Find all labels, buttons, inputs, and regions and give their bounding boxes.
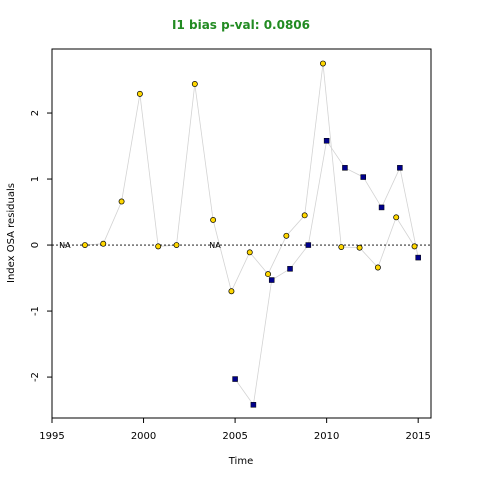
series-2-point	[232, 376, 238, 382]
series-2-point	[250, 402, 257, 408]
y-tick-label: 2	[30, 110, 41, 116]
connector-lines	[84, 63, 419, 406]
y-tick-label: -2	[30, 372, 41, 382]
series-1-point	[283, 232, 290, 239]
y-axis: -2 -1 0 1 2	[30, 110, 52, 382]
x-tick-label: 1995	[39, 431, 64, 442]
series-1-point	[100, 240, 107, 247]
x-tick-label: 2000	[131, 431, 156, 442]
series-1-point	[155, 243, 162, 250]
series-1-point	[228, 288, 235, 295]
series-1-point	[173, 242, 180, 249]
series-1-point	[374, 264, 381, 271]
series-1-point	[356, 244, 363, 251]
series-1-point	[338, 244, 345, 250]
series-1-point	[265, 271, 271, 278]
na-annotations: NA NA	[59, 241, 221, 250]
series-1-point	[210, 217, 217, 223]
series-1-point	[136, 90, 143, 97]
chart-title: I1 bias p-val: 0.0806	[172, 18, 310, 32]
y-axis-label: Index OSA residuals	[6, 183, 17, 283]
series-1-point	[82, 242, 88, 249]
series-1-point	[393, 214, 400, 221]
x-tick-label: 2010	[314, 431, 339, 442]
series-1-point	[118, 198, 125, 205]
series-1-point	[320, 60, 326, 67]
x-axis: 1995 2000 2005 2010 2015	[39, 418, 431, 442]
series-2-point	[415, 254, 421, 261]
x-tick-label: 2005	[222, 431, 247, 442]
x-tick-label: 2015	[405, 431, 430, 442]
series-1-point	[301, 212, 308, 219]
y-tick-label: 1	[30, 176, 41, 182]
data-markers	[82, 60, 421, 408]
na-label: NA	[209, 241, 221, 250]
series-2-point	[287, 266, 293, 272]
series-2-point	[378, 204, 385, 211]
series-2-point	[342, 165, 348, 171]
series-1-point	[411, 243, 418, 250]
series-2-point	[268, 277, 275, 283]
na-label: NA	[59, 241, 71, 250]
series-2-point	[305, 242, 312, 248]
series-2-point	[360, 174, 367, 180]
series-2-line	[234, 139, 419, 406]
series-2-point	[323, 138, 330, 144]
y-tick-label: 0	[30, 242, 41, 248]
series-2-point	[397, 165, 403, 171]
x-axis-label: Time	[228, 456, 253, 467]
plot-frame	[51, 48, 432, 419]
series-1-point	[191, 81, 198, 87]
series-1-point	[246, 249, 253, 256]
y-tick-label: -1	[30, 306, 41, 316]
